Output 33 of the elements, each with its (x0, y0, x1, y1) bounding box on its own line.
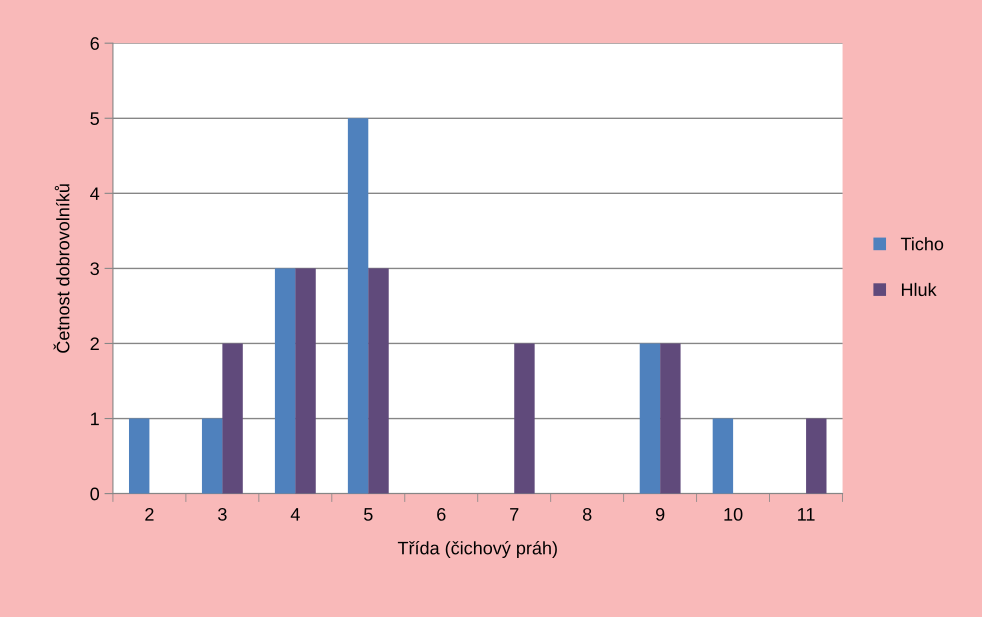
y-tick-label: 1 (91, 412, 99, 426)
bar (274, 268, 296, 494)
y-tick-label: 6 (90, 37, 99, 50)
x-tick-label: 4 (290, 508, 300, 521)
y-tick-label: 3 (90, 262, 99, 276)
bar (806, 418, 827, 494)
x-tick-label: 3 (218, 508, 227, 521)
bar (202, 418, 222, 494)
x-tick-label: 7 (510, 508, 518, 521)
bar (514, 343, 535, 494)
bar (128, 418, 150, 494)
y-tick-label: 0 (90, 488, 100, 500)
bar (222, 343, 243, 494)
bar (295, 268, 316, 494)
bar (712, 418, 734, 494)
x-tick-label: 9 (656, 508, 664, 521)
y-axis-title: Četnost dobrovolníků (54, 184, 70, 353)
bar (640, 343, 660, 494)
x-tick-label: 5 (364, 508, 373, 521)
x-tick-label: 8 (582, 508, 592, 521)
y-tick-label: 2 (90, 337, 99, 350)
bar (660, 343, 681, 494)
legend-label: Hluk (902, 282, 937, 296)
bar (348, 118, 368, 494)
legend-label: Ticho (900, 237, 944, 250)
x-tick-label: 11 (798, 508, 815, 521)
bar (368, 268, 389, 494)
x-tick-label: 6 (437, 508, 446, 521)
x-tick-label: 2 (145, 508, 154, 521)
x-tick-label: 10 (724, 508, 742, 521)
x-axis-title: Třída (čichový práh) (398, 540, 557, 558)
y-tick-label: 5 (90, 112, 99, 125)
y-tick-label: 4 (90, 187, 100, 200)
